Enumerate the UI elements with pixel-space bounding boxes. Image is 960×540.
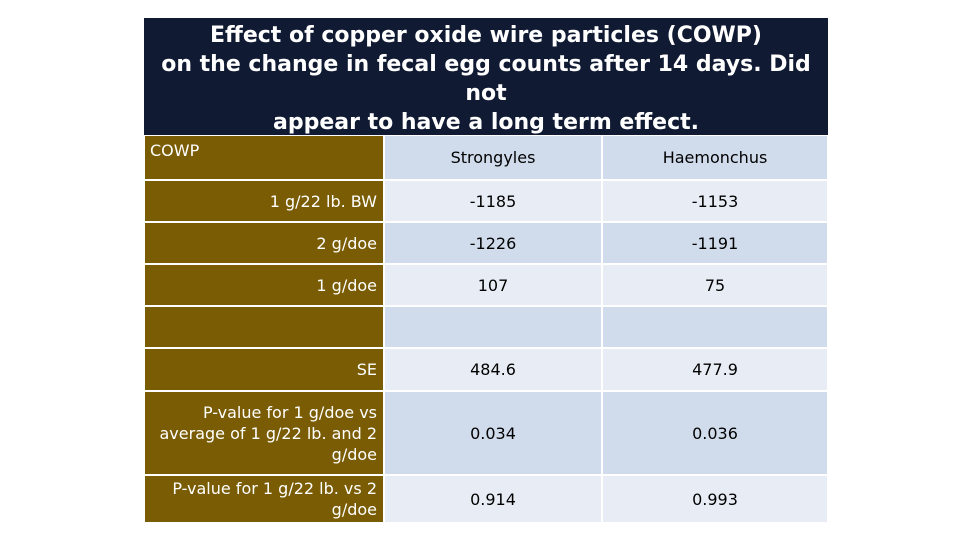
cell-haemonchus: 477.9	[602, 348, 828, 391]
table-row: SE 484.6 477.9	[144, 348, 828, 391]
cell-haemonchus: -1191	[602, 222, 828, 264]
column-header-haemonchus: Haemonchus	[602, 135, 828, 180]
row-label: 1 g/doe	[144, 264, 384, 306]
cell-haemonchus: -1153	[602, 180, 828, 222]
row-label: SE	[144, 348, 384, 391]
cell-strongyles: 0.034	[384, 391, 602, 475]
header-row: COWP Strongyles Haemonchus	[144, 135, 828, 180]
cell-haemonchus: 0.036	[602, 391, 828, 475]
table-row: 1 g/22 lb. BW -1185 -1153	[144, 180, 828, 222]
cell-haemonchus: 75	[602, 264, 828, 306]
table-row: 2 g/doe -1226 -1191	[144, 222, 828, 264]
row-label: 1 g/22 lb. BW	[144, 180, 384, 222]
cell-strongyles: -1226	[384, 222, 602, 264]
cell-haemonchus: 0.993	[602, 475, 828, 523]
cell-strongyles: 484.6	[384, 348, 602, 391]
corner-label: COWP	[144, 135, 384, 180]
cell-strongyles: 107	[384, 264, 602, 306]
row-label: 2 g/doe	[144, 222, 384, 264]
row-label: P-value for 1 g/22 lb. vs 2 g/doe	[144, 475, 384, 523]
table-row-empty	[144, 306, 828, 348]
column-header-strongyles: Strongyles	[384, 135, 602, 180]
row-label: P-value for 1 g/doe vs average of 1 g/22…	[144, 391, 384, 475]
table-row: P-value for 1 g/22 lb. vs 2 g/doe 0.914 …	[144, 475, 828, 523]
slide-title: Effect of copper oxide wire particles (C…	[161, 23, 811, 135]
cell-strongyles: 0.914	[384, 475, 602, 523]
slide-title-box: Effect of copper oxide wire particles (C…	[144, 18, 828, 135]
cell-strongyles: -1185	[384, 180, 602, 222]
table-row: P-value for 1 g/doe vs average of 1 g/22…	[144, 391, 828, 475]
cell-haemonchus	[602, 306, 828, 348]
cell-strongyles	[384, 306, 602, 348]
results-table: COWP Strongyles Haemonchus 1 g/22 lb. BW…	[144, 135, 828, 523]
table-row: 1 g/doe 107 75	[144, 264, 828, 306]
row-label	[144, 306, 384, 348]
